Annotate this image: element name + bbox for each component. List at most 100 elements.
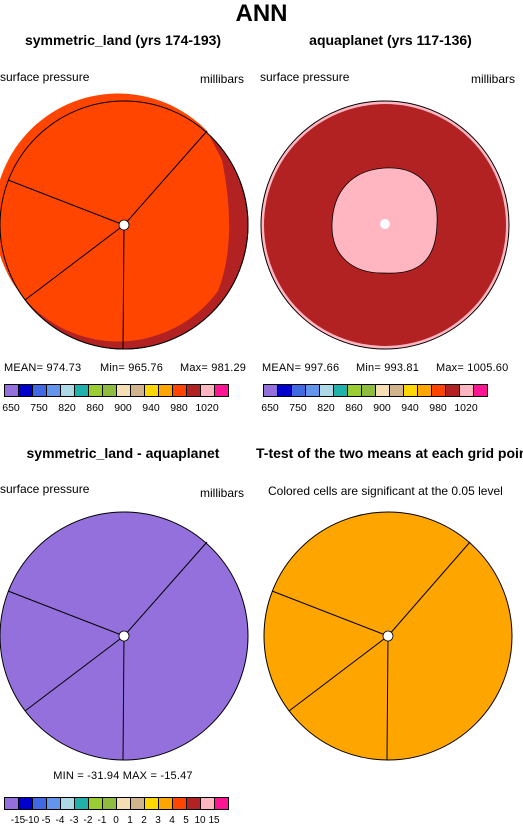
panel-2-units-label: millibars bbox=[470, 72, 515, 86]
colorbar-tick-label: 15 bbox=[208, 815, 220, 826]
colorbar-box bbox=[130, 797, 145, 810]
colorbar-tick-label: 1 bbox=[127, 815, 133, 826]
colorbar-box bbox=[389, 384, 404, 397]
colorbar-tick-label: 940 bbox=[401, 402, 419, 414]
colorbar-box bbox=[172, 384, 187, 397]
colorbar-box bbox=[74, 797, 89, 810]
colorbar-tick-label: 1020 bbox=[454, 402, 478, 414]
colorbar-tick-label: 820 bbox=[58, 402, 76, 414]
colorbar-box bbox=[18, 797, 33, 810]
colorbar-box bbox=[74, 384, 89, 397]
colorbar-tick-label: -1 bbox=[97, 815, 107, 826]
colorbar-box bbox=[32, 384, 47, 397]
colorbar-tick-label: 10 bbox=[194, 815, 206, 826]
colorbar-box bbox=[459, 384, 474, 397]
colorbar-box bbox=[214, 797, 229, 810]
colorbar-box bbox=[46, 797, 61, 810]
panel-2-mean: MEAN= 997.66 bbox=[262, 362, 340, 374]
panel-1-variable-label: surface pressure bbox=[0, 70, 90, 84]
colorbar-box bbox=[291, 384, 306, 397]
colorbar-tick-label: -10 bbox=[24, 815, 40, 826]
colorbar-box bbox=[46, 384, 61, 397]
colorbar-box bbox=[319, 384, 334, 397]
colorbar-box bbox=[305, 384, 320, 397]
colorbar-box bbox=[116, 384, 131, 397]
colorbar-box bbox=[144, 797, 159, 810]
colorbar-box bbox=[88, 384, 103, 397]
panel-1-colorbar bbox=[4, 384, 229, 397]
colorbar-box bbox=[361, 384, 376, 397]
panel-4-pole-marker bbox=[382, 630, 394, 642]
panel-2-map bbox=[260, 100, 510, 350]
colorbar-box bbox=[102, 384, 117, 397]
colorbar-box bbox=[60, 797, 75, 810]
panel-2-pole-marker bbox=[380, 219, 390, 229]
colorbar-tick-label: 820 bbox=[317, 402, 335, 414]
colorbar-box bbox=[347, 384, 362, 397]
colorbar-tick-label: 0 bbox=[113, 815, 119, 826]
panel-1-max: Max= 981.29 bbox=[180, 362, 247, 374]
panel-1-title: symmetric_land (yrs 174-193) bbox=[24, 32, 222, 48]
panel-1-mean: MEAN= 974.73 bbox=[4, 362, 82, 374]
colorbar-tick-label: -4 bbox=[55, 815, 65, 826]
colorbar-box bbox=[263, 384, 278, 397]
colorbar-box bbox=[144, 384, 159, 397]
colorbar-box bbox=[102, 797, 117, 810]
colorbar-box bbox=[200, 797, 215, 810]
panel-2-colorbar bbox=[263, 384, 488, 397]
colorbar-box bbox=[88, 797, 103, 810]
colorbar-tick-label: 3 bbox=[155, 815, 161, 826]
panel-3-units-label: millibars bbox=[199, 486, 244, 500]
panel-2-variable-label: surface pressure bbox=[260, 70, 350, 84]
panel-4-note: Colored cells are significant at the 0.0… bbox=[268, 484, 503, 498]
colorbar-box bbox=[375, 384, 390, 397]
colorbar-tick-label: 860 bbox=[345, 402, 363, 414]
panel-1-units-label: millibars bbox=[199, 72, 244, 86]
colorbar-tick-label: 980 bbox=[429, 402, 447, 414]
panel-1-min: Min= 965.76 bbox=[100, 362, 164, 374]
colorbar-tick-label: 750 bbox=[30, 402, 48, 414]
colorbar-box bbox=[186, 797, 201, 810]
colorbar-box bbox=[417, 384, 432, 397]
colorbar-box bbox=[4, 797, 19, 810]
colorbar-tick-label: 860 bbox=[86, 402, 104, 414]
colorbar-box bbox=[130, 384, 145, 397]
colorbar-box bbox=[445, 384, 460, 397]
colorbar-tick-label: 900 bbox=[114, 402, 132, 414]
panel-3-minmax: MIN = -31.94 MAX = -15.47 bbox=[53, 770, 193, 782]
colorbar-box bbox=[158, 384, 173, 397]
colorbar-tick-label: -2 bbox=[83, 815, 93, 826]
figure-title: ANN bbox=[235, 0, 288, 27]
colorbar-box bbox=[277, 384, 292, 397]
colorbar-tick-label: 650 bbox=[261, 402, 279, 414]
colorbar-tick-label: 1020 bbox=[195, 402, 219, 414]
colorbar-tick-label: -3 bbox=[69, 815, 79, 826]
colorbar-box bbox=[214, 384, 229, 397]
colorbar-box bbox=[200, 384, 215, 397]
colorbar-tick-label: 940 bbox=[142, 402, 160, 414]
colorbar-box bbox=[4, 384, 19, 397]
panel-2-min: Min= 993.81 bbox=[356, 362, 420, 374]
panel-1-map bbox=[0, 93, 249, 350]
panel-2-title: aquaplanet (yrs 117-136) bbox=[309, 32, 472, 48]
colorbar-box bbox=[116, 797, 131, 810]
panel-3-pole-marker bbox=[118, 630, 130, 642]
colorbar-tick-label: 2 bbox=[141, 815, 147, 826]
colorbar-box bbox=[32, 797, 47, 810]
panel-1-map-fill bbox=[0, 93, 230, 342]
panel-3-map bbox=[0, 511, 249, 761]
colorbar-tick-label: 4 bbox=[169, 815, 175, 826]
panel-3-variable-label: surface pressure bbox=[0, 482, 90, 496]
colorbar-tick-label: -15 bbox=[10, 815, 26, 826]
colorbar-tick-label: 650 bbox=[2, 402, 20, 414]
colorbar-box bbox=[333, 384, 348, 397]
colorbar-tick-label: 900 bbox=[373, 402, 391, 414]
colorbar-box bbox=[158, 797, 173, 810]
panel-2-max: Max= 1005.60 bbox=[436, 362, 509, 374]
panel-3-title: symmetric_land - aquaplanet bbox=[26, 445, 220, 461]
colorbar-box bbox=[18, 384, 33, 397]
colorbar-tick-label: 750 bbox=[289, 402, 307, 414]
colorbar-box bbox=[60, 384, 75, 397]
colorbar-box bbox=[431, 384, 446, 397]
colorbar-box bbox=[186, 384, 201, 397]
